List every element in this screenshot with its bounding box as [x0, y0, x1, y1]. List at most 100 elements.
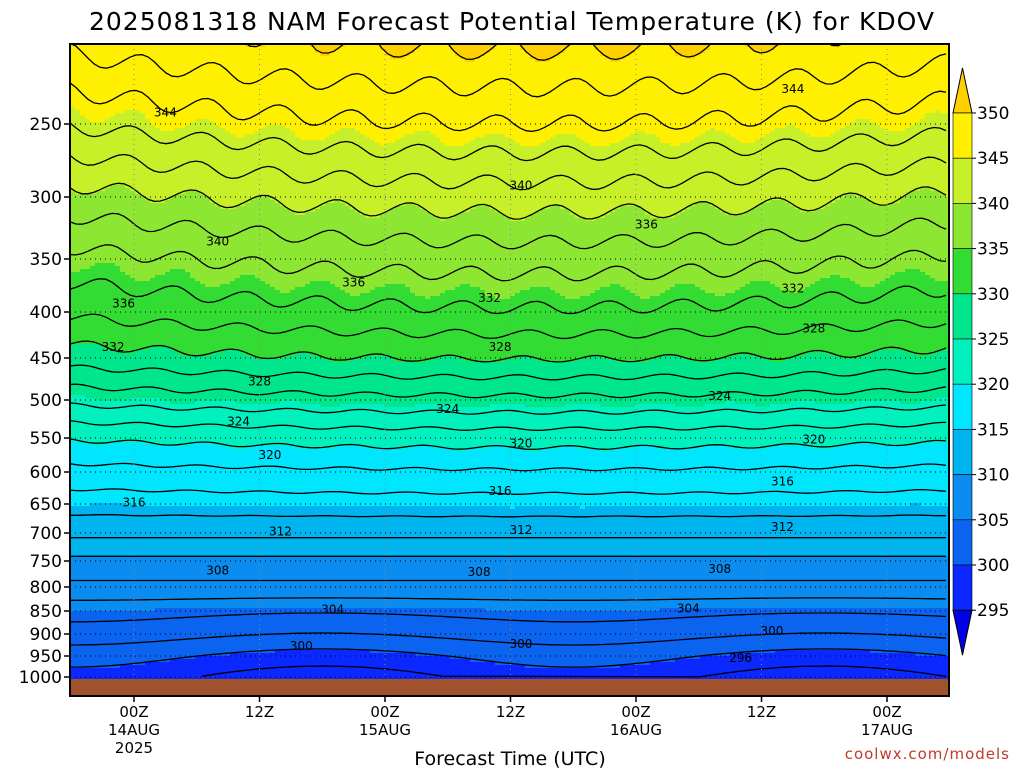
color-band-cell	[95, 446, 101, 504]
color-band-cell	[815, 137, 821, 210]
color-band-cell	[785, 203, 791, 291]
color-band-cell	[105, 44, 111, 120]
color-band-cell	[100, 191, 106, 264]
color-band-cell	[600, 56, 606, 147]
color-band-cell	[415, 608, 421, 657]
color-band-cell	[315, 356, 321, 405]
color-band-cell	[635, 50, 641, 132]
color-band-cell	[90, 611, 96, 669]
color-band-cell	[690, 449, 696, 507]
color-band-cell	[190, 44, 196, 123]
color-band-cell	[560, 296, 566, 363]
color-band-cell	[320, 206, 326, 282]
color-band-cell	[590, 506, 596, 558]
contour-label: 336	[112, 297, 135, 311]
color-band-cell	[265, 506, 271, 558]
color-band-cell	[755, 407, 761, 450]
color-band-cell	[250, 200, 256, 276]
color-band-cell	[760, 653, 766, 696]
color-band-cell	[910, 269, 916, 354]
color-band-cell	[840, 404, 846, 447]
color-band-cell	[890, 350, 896, 402]
color-band-cell	[525, 506, 531, 558]
color-band-cell	[870, 557, 876, 609]
color-band-cell	[750, 449, 756, 507]
color-band-cell	[325, 650, 331, 696]
color-band-cell	[305, 608, 311, 651]
color-band-cell	[780, 44, 786, 129]
color-band-cell	[540, 143, 546, 210]
color-band-cell	[485, 44, 491, 54]
color-band-cell	[235, 137, 241, 207]
color-band-cell	[130, 398, 136, 444]
color-band-cell	[110, 557, 116, 612]
color-band-cell	[475, 59, 481, 138]
color-band-cell	[920, 608, 926, 657]
color-band-cell	[315, 209, 321, 282]
color-band-cell	[100, 401, 106, 447]
color-band-cell	[720, 44, 726, 132]
color-band-cell	[945, 656, 949, 696]
color-band-cell	[825, 650, 831, 696]
color-band-cell	[520, 404, 526, 450]
color-band-cell	[870, 44, 876, 123]
color-band-cell	[780, 608, 786, 651]
color-band-cell	[165, 401, 171, 447]
color-band-cell	[155, 203, 161, 276]
color-band-cell	[270, 506, 276, 558]
color-band-cell	[325, 557, 331, 609]
color-band-cell	[740, 506, 746, 558]
color-band-cell	[945, 44, 949, 114]
color-band-cell	[785, 44, 791, 126]
color-band-cell	[205, 656, 211, 696]
color-band-cell	[785, 608, 791, 651]
color-band-cell	[125, 557, 131, 612]
color-band-cell	[925, 356, 931, 402]
color-band-cell	[425, 212, 431, 300]
color-band-cell	[770, 608, 776, 654]
color-band-cell	[220, 608, 226, 657]
color-band-cell	[235, 608, 241, 654]
color-band-cell	[270, 446, 276, 507]
color-band-cell	[580, 296, 586, 360]
color-band-cell	[495, 506, 501, 558]
color-band-cell	[550, 362, 556, 408]
color-band-cell	[820, 650, 826, 696]
color-band-cell	[430, 44, 436, 135]
color-band-cell	[510, 296, 516, 360]
color-band-cell	[130, 353, 136, 399]
color-band-cell	[830, 203, 836, 276]
color-band-cell	[110, 116, 116, 186]
color-band-cell	[690, 506, 696, 558]
color-band-cell	[210, 557, 216, 609]
color-band-cell	[275, 203, 281, 291]
color-band-cell	[660, 44, 666, 144]
color-band-cell	[850, 359, 856, 405]
color-band-cell	[400, 137, 406, 207]
color-band-cell	[240, 404, 246, 450]
color-band-cell	[210, 44, 216, 123]
color-band-cell	[130, 557, 136, 612]
color-band-cell	[295, 608, 301, 651]
color-band-cell	[925, 608, 931, 657]
color-band-cell	[640, 362, 646, 405]
color-band-cell	[125, 44, 131, 111]
color-band-cell	[405, 287, 411, 363]
color-band-cell	[620, 140, 626, 207]
color-band-cell	[700, 203, 706, 291]
color-band-cell	[365, 557, 371, 609]
color-band-cell	[165, 506, 171, 558]
color-band-cell	[560, 611, 566, 669]
color-band-cell	[180, 269, 186, 357]
color-band-cell	[565, 299, 571, 363]
color-band-cell	[535, 212, 541, 288]
color-band-cell	[535, 359, 541, 408]
color-band-cell	[215, 506, 221, 558]
color-band-cell	[440, 557, 446, 609]
color-band-cell	[610, 557, 616, 612]
color-band-cell	[745, 47, 751, 144]
color-band-cell	[335, 200, 341, 288]
color-band-cell	[530, 557, 536, 612]
color-band-cell	[715, 506, 721, 558]
